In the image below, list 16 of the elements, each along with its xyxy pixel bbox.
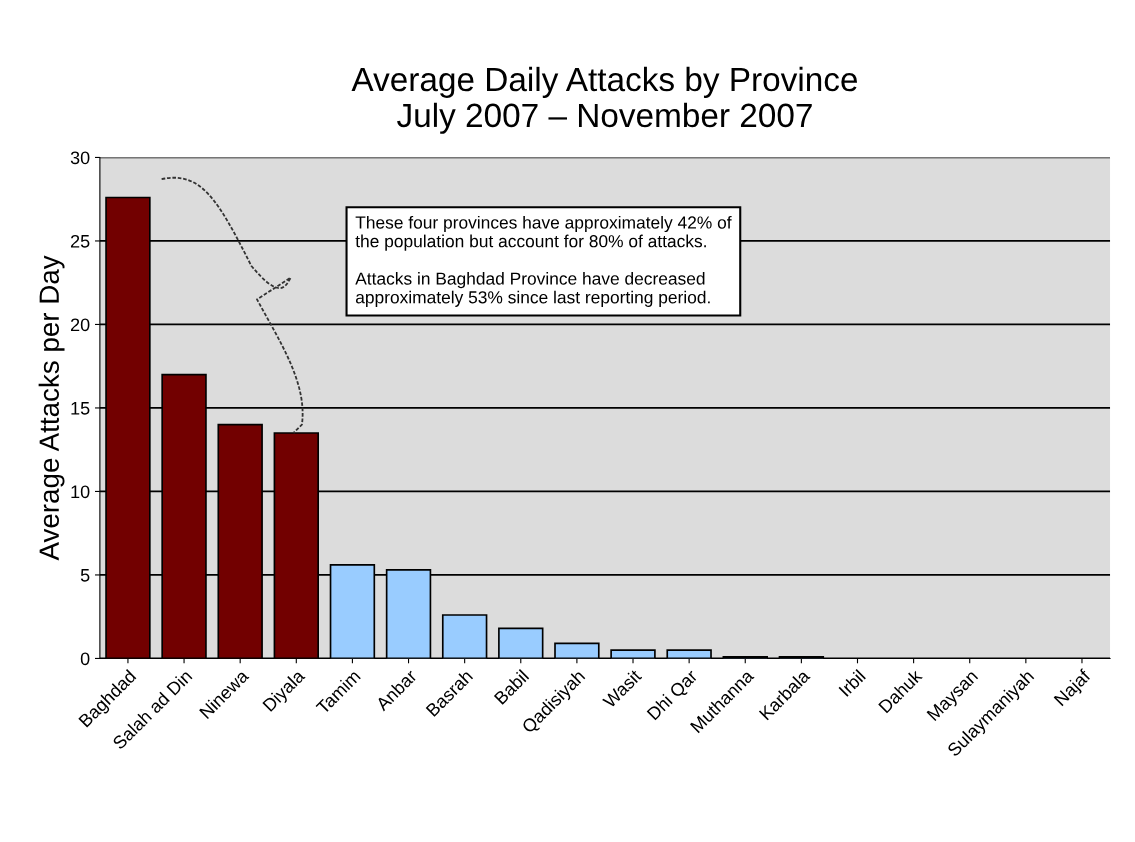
y-tick-label: 30 bbox=[70, 151, 90, 165]
bar bbox=[666, 649, 712, 659]
x-tick-label: Irbil bbox=[838, 669, 867, 697]
text: These four provinces have approximately 42% of the population but account for 80% of attacks. Attacks in Baghdad Province have decreased approximately 53% since last reporting period. bbox=[355, 215, 732, 307]
y-tick-label: 20 bbox=[70, 318, 90, 332]
y-axis-title: Average Attacks per Day bbox=[38, 255, 65, 561]
y-tick-label: 25 bbox=[70, 234, 90, 248]
y-tick-label: 0 bbox=[80, 652, 90, 666]
chart-title: Average Daily Attacks by Province July 2007 – November 2007 bbox=[351, 66, 858, 134]
y-tick-label: 15 bbox=[71, 402, 90, 415]
bar bbox=[498, 627, 544, 659]
bar bbox=[441, 614, 488, 659]
bar bbox=[554, 642, 600, 659]
y-tick-label: 10 bbox=[71, 485, 90, 499]
bar bbox=[610, 649, 656, 659]
y-tick-label: 5 bbox=[80, 569, 90, 582]
